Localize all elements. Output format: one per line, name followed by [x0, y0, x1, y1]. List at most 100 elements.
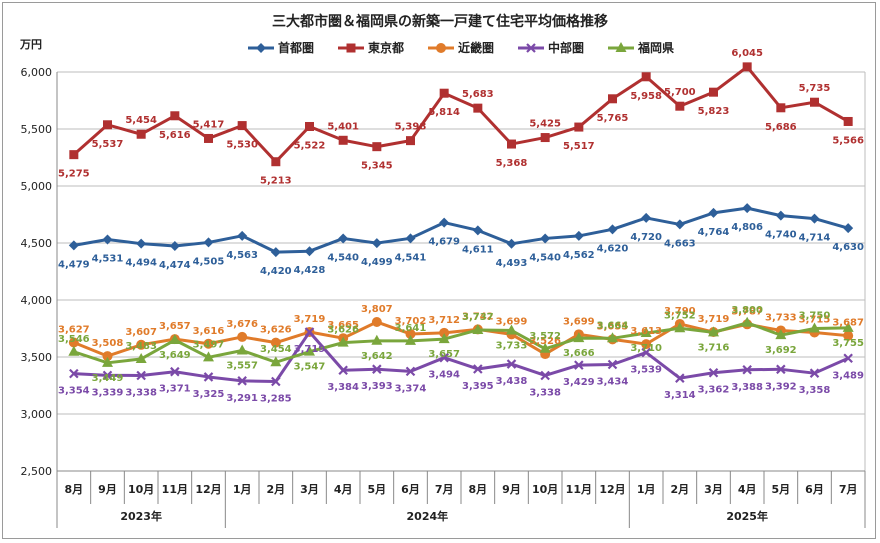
- data-point: [436, 43, 446, 53]
- x-tick-label: 1月: [233, 483, 252, 496]
- legend-item: 近畿圏: [428, 40, 494, 55]
- data-point: [103, 120, 112, 130]
- x-tick-label: 5月: [368, 483, 387, 496]
- data-label: 5,417: [193, 119, 225, 130]
- data-label: 4,474: [159, 260, 191, 271]
- data-label: 3,752: [664, 310, 696, 321]
- series-首都圏: [68, 203, 854, 258]
- data-label: 5,275: [58, 169, 90, 180]
- data-point: [305, 121, 314, 131]
- data-label: 5,700: [664, 87, 696, 98]
- data-point: [237, 230, 248, 241]
- data-point: [843, 353, 853, 364]
- legend-label: 近畿圏: [458, 40, 494, 55]
- data-label: 3,572: [529, 331, 561, 342]
- data-point: [102, 351, 113, 362]
- x-tick-label: 5月: [772, 483, 791, 496]
- data-point: [338, 365, 348, 376]
- data-point: [640, 327, 652, 338]
- data-label: 3,755: [832, 338, 864, 349]
- data-label: 3,339: [92, 387, 124, 398]
- data-label: 4,679: [428, 237, 460, 248]
- data-point: [346, 43, 356, 53]
- data-label: 3,483: [125, 341, 157, 352]
- x-tick-label: 10月: [532, 483, 558, 496]
- data-label: 4,663: [664, 238, 696, 249]
- data-point: [405, 233, 416, 244]
- x-tick-label: 2月: [671, 483, 690, 496]
- data-point: [506, 359, 517, 369]
- legend-item: 中部圏: [518, 40, 584, 55]
- legend-label: 東京都: [368, 40, 404, 55]
- data-point: [809, 213, 820, 224]
- data-point: [371, 238, 382, 249]
- data-label: 3,557: [226, 361, 258, 372]
- data-point: [539, 342, 551, 353]
- data-point: [136, 370, 146, 381]
- data-point: [506, 238, 517, 249]
- data-point: [304, 345, 315, 356]
- data-point: [136, 129, 146, 139]
- x-tick-label: 11月: [162, 483, 188, 496]
- data-point: [405, 328, 416, 339]
- data-point: [573, 332, 585, 343]
- data-label: 3,710: [630, 343, 662, 354]
- data-point: [169, 240, 180, 251]
- data-point: [372, 364, 382, 374]
- data-label: 5,616: [159, 130, 191, 141]
- data-label: 3,338: [125, 387, 157, 398]
- data-label: 3,285: [260, 394, 292, 405]
- data-label: 3,627: [58, 325, 90, 336]
- data-label: 5,522: [294, 140, 326, 151]
- data-label: 3,655: [597, 321, 629, 332]
- legend-item: 首都圏: [248, 40, 314, 55]
- data-point: [271, 157, 281, 167]
- data-point: [237, 121, 247, 131]
- data-label: 3,392: [765, 381, 797, 392]
- data-label: 3,613: [630, 326, 662, 337]
- data-label: 4,562: [563, 250, 595, 261]
- data-point: [136, 238, 147, 249]
- x-tick-label: 11月: [566, 483, 592, 496]
- data-point: [405, 366, 416, 377]
- data-point: [271, 376, 281, 387]
- data-label: 3,438: [496, 376, 528, 387]
- data-label: 3,665: [327, 320, 359, 331]
- data-point: [842, 321, 854, 332]
- data-point: [405, 334, 416, 345]
- y-tick-label: 5,000: [21, 180, 53, 193]
- data-label: 3,494: [428, 370, 460, 381]
- y-tick-label: 5,500: [21, 123, 53, 136]
- data-label: 3,338: [529, 387, 561, 398]
- data-point: [540, 133, 550, 143]
- data-point: [708, 326, 719, 337]
- data-point: [675, 101, 685, 111]
- data-point: [439, 88, 449, 98]
- data-label: 4,499: [361, 257, 393, 268]
- data-label: 3,546: [58, 334, 90, 345]
- data-point: [372, 142, 382, 152]
- y-tick-label: 6,000: [21, 66, 53, 79]
- legend-label: 首都圏: [278, 40, 314, 55]
- x-tick-label: 8月: [469, 483, 488, 496]
- data-point: [506, 324, 517, 335]
- data-label: 3,664: [597, 320, 629, 331]
- data-label: 3,676: [226, 319, 258, 330]
- data-label: 3,657: [159, 321, 191, 332]
- x-tick-label: 3月: [300, 483, 319, 496]
- axes: 2,500 3,000 3,500 4,000 4,500 5,000 5,500 6,000…: [21, 66, 866, 528]
- data-label: 5,765: [597, 113, 629, 124]
- data-label: 3,362: [698, 385, 730, 396]
- data-label: 3,666: [563, 348, 595, 359]
- data-label: 5,398: [395, 122, 427, 133]
- data-point: [809, 368, 820, 378]
- data-label: 3,719: [294, 344, 326, 355]
- data-label: 4,540: [529, 252, 561, 263]
- data-label: 5,345: [361, 161, 393, 172]
- data-point: [135, 352, 147, 363]
- legend-item: 福岡県: [608, 40, 674, 55]
- data-label: 3,325: [193, 389, 225, 400]
- data-point: [236, 344, 248, 355]
